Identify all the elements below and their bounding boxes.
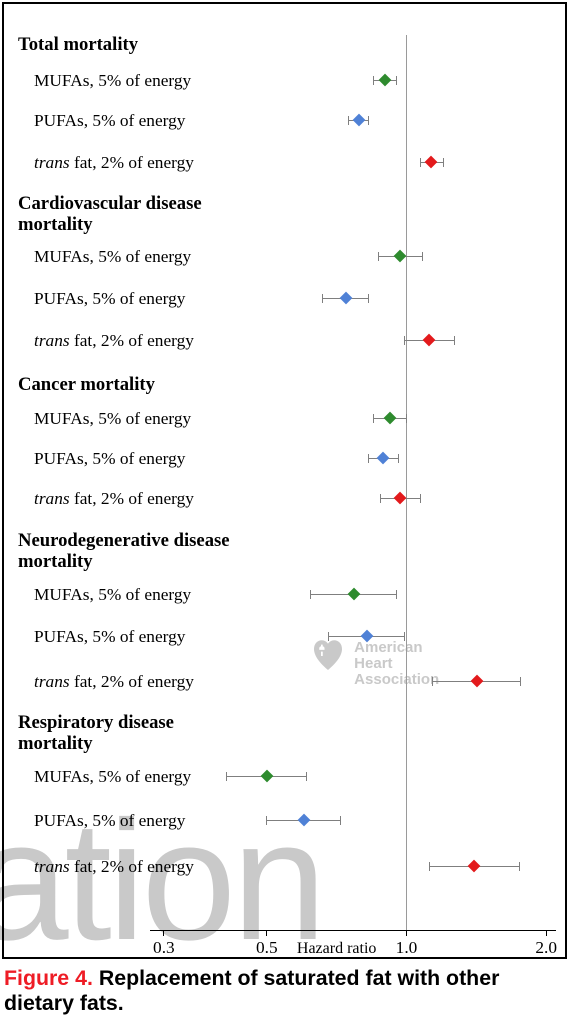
row-label: trans fat, 2% of energy [34, 672, 194, 692]
ci-cap [226, 772, 227, 781]
ci-cap [422, 252, 423, 261]
ci-cap [266, 816, 267, 825]
figure-container: { "canvas": { "width": 569, "height": 10… [0, 0, 569, 1024]
x-tick [406, 930, 407, 936]
group-header: Cancer mortality [18, 374, 155, 395]
ci-cap [404, 632, 405, 641]
reference-line-hr1 [406, 35, 407, 930]
row-label: MUFAs, 5% of energy [34, 767, 191, 787]
ci-cap [378, 252, 379, 261]
ci-cap [432, 677, 433, 686]
x-axis-line [150, 930, 556, 931]
ci-cap [406, 414, 407, 423]
row-label: trans fat, 2% of energy [34, 153, 194, 173]
ci-cap [328, 632, 329, 641]
group-header: Neurodegenerative disease mortality [18, 530, 230, 573]
ci-cap [404, 336, 405, 345]
x-tick [546, 930, 547, 936]
ci-cap [519, 862, 520, 871]
ci-cap [322, 294, 323, 303]
ci-cap [368, 294, 369, 303]
x-tick-label: 2.0 [535, 938, 557, 958]
ci-cap [454, 336, 455, 345]
ci-cap [373, 414, 374, 423]
row-label: trans fat, 2% of energy [34, 857, 194, 877]
x-tick-label: 0.3 [153, 938, 175, 958]
row-label: PUFAs, 5% of energy [34, 449, 185, 469]
group-header: Cardiovascular disease mortality [18, 193, 202, 236]
ci-cap [396, 590, 397, 599]
figure-number: Figure 4. [4, 966, 93, 990]
ci-cap [443, 158, 444, 167]
ci-cap [310, 590, 311, 599]
ci-cap [368, 454, 369, 463]
ci-cap [380, 494, 381, 503]
ci-cap [420, 158, 421, 167]
row-label: trans fat, 2% of energy [34, 489, 194, 509]
x-tick [163, 930, 164, 936]
ci-cap [368, 116, 369, 125]
row-label: MUFAs, 5% of energy [34, 247, 191, 267]
ci-cap [420, 494, 421, 503]
group-header: Total mortality [18, 34, 138, 55]
group-header: Respiratory disease mortality [18, 712, 174, 755]
row-label: MUFAs, 5% of energy [34, 585, 191, 605]
x-axis-title: Hazard ratio [297, 940, 377, 958]
ci-cap [429, 862, 430, 871]
x-tick-label: 0.5 [256, 938, 278, 958]
figure-caption: Figure 4. Replacement of saturated fat w… [4, 966, 565, 1016]
ci-cap [348, 116, 349, 125]
row-label: PUFAs, 5% of energy [34, 111, 185, 131]
ci-cap [340, 816, 341, 825]
row-label: MUFAs, 5% of energy [34, 71, 191, 91]
ci-cap [520, 677, 521, 686]
row-label: PUFAs, 5% of energy [34, 289, 185, 309]
row-label: MUFAs, 5% of energy [34, 409, 191, 429]
ci-cap [306, 772, 307, 781]
row-label: PUFAs, 5% of energy [34, 627, 185, 647]
x-tick-label: 1.0 [396, 938, 418, 958]
ci-cap [398, 454, 399, 463]
row-label: trans fat, 2% of energy [34, 331, 194, 351]
x-tick [266, 930, 267, 936]
row-label: PUFAs, 5% of energy [34, 811, 185, 831]
ci-cap [396, 76, 397, 85]
ci-cap [373, 76, 374, 85]
